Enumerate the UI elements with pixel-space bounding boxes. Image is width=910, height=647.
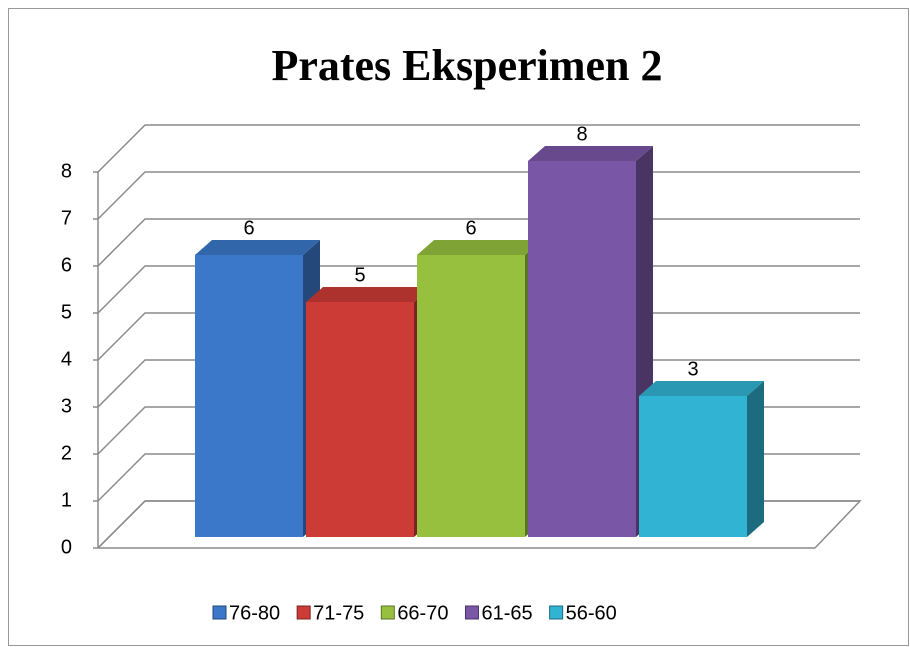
bar-top bbox=[417, 240, 542, 255]
bar-front bbox=[306, 302, 414, 537]
bar bbox=[195, 240, 320, 537]
bar-top bbox=[195, 240, 320, 255]
legend-label: 71-75 bbox=[313, 602, 364, 624]
bar-front bbox=[195, 255, 303, 537]
y-tick-label: 8 bbox=[61, 160, 72, 182]
grid-line bbox=[97, 171, 860, 220]
y-tick-label: 4 bbox=[61, 348, 72, 370]
y-tick-label: 1 bbox=[61, 489, 72, 511]
y-tick-label: 7 bbox=[61, 207, 72, 229]
data-label: 6 bbox=[465, 217, 476, 239]
legend-label: 56-60 bbox=[566, 602, 617, 624]
bar bbox=[639, 381, 764, 537]
bar-top bbox=[306, 287, 431, 302]
y-tick-label: 6 bbox=[61, 254, 72, 276]
bar-top bbox=[528, 146, 653, 161]
legend-label: 61-65 bbox=[481, 602, 532, 624]
legend-label: 76-80 bbox=[229, 602, 280, 624]
bar bbox=[306, 287, 431, 537]
legend-label: 66-70 bbox=[397, 602, 448, 624]
grid-line bbox=[97, 124, 860, 173]
legend-swatch bbox=[296, 605, 311, 620]
y-tick-label: 5 bbox=[61, 301, 72, 323]
bar-front bbox=[417, 255, 525, 537]
bar bbox=[417, 240, 542, 537]
legend-swatch bbox=[212, 605, 227, 620]
y-tick-label: 0 bbox=[61, 536, 72, 558]
frame bbox=[8, 8, 909, 646]
data-label: 6 bbox=[243, 217, 254, 239]
bar-side bbox=[747, 381, 764, 537]
legend-swatch bbox=[549, 605, 564, 620]
bar-top bbox=[639, 381, 764, 396]
y-tick-label: 2 bbox=[61, 442, 72, 464]
bar bbox=[528, 146, 653, 537]
data-label: 3 bbox=[687, 358, 698, 380]
data-label: 8 bbox=[576, 123, 587, 145]
data-label: 5 bbox=[354, 264, 365, 286]
bar-front bbox=[639, 396, 747, 537]
bar-front bbox=[528, 161, 636, 537]
y-tick-label: 3 bbox=[61, 395, 72, 417]
legend-swatch bbox=[380, 605, 395, 620]
legend-swatch bbox=[464, 605, 479, 620]
chart-title: Prates Eksperimen 2 bbox=[271, 41, 662, 90]
